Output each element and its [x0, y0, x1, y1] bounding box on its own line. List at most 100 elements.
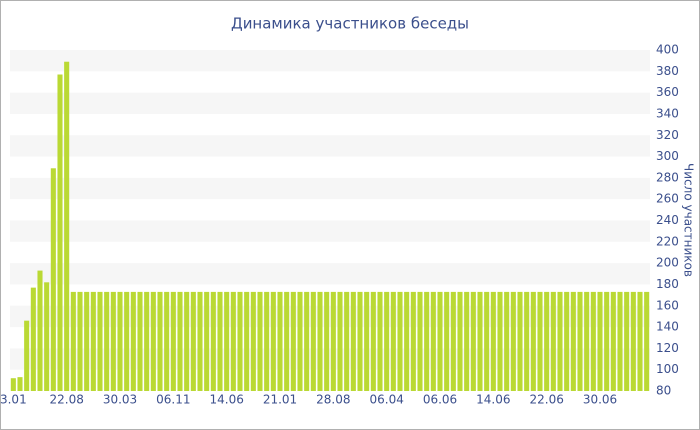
bar [24, 320, 30, 391]
bar [637, 291, 643, 391]
bar [437, 291, 443, 391]
y-tick-label: 120 [656, 341, 679, 355]
bar [584, 291, 590, 391]
x-tick-label: 30.03 [103, 393, 137, 407]
x-tick-label: 06.06 [423, 393, 457, 407]
bar [490, 291, 496, 391]
bar [337, 291, 343, 391]
x-tick-label: 30.06 [583, 393, 617, 407]
x-tick-label: 14.06 [476, 393, 510, 407]
grid-band [10, 220, 650, 242]
x-tick-label: 06.11 [156, 393, 190, 407]
bar [404, 291, 410, 391]
bar [17, 377, 23, 391]
bar [530, 291, 536, 391]
bar [597, 291, 603, 391]
bar [64, 61, 70, 392]
bar [204, 291, 210, 391]
bar [417, 291, 423, 391]
bar [610, 291, 616, 391]
bar [390, 291, 396, 391]
bar [30, 287, 36, 391]
y-tick-label: 200 [656, 256, 679, 270]
bar [290, 291, 296, 391]
bar [244, 291, 250, 391]
y-axis-label: Число участников [682, 163, 696, 277]
bar [150, 291, 156, 391]
bar [330, 291, 336, 391]
bar [317, 291, 323, 391]
bar [264, 291, 270, 391]
bar [550, 291, 556, 391]
bar [544, 291, 550, 391]
x-tick-label: 14.06 [209, 393, 243, 407]
y-tick-label: 80 [656, 384, 671, 398]
bar [217, 291, 223, 391]
bar [77, 291, 83, 391]
bar [557, 291, 563, 391]
bar [44, 282, 50, 391]
bar [104, 291, 110, 391]
bar [497, 291, 503, 391]
bar [297, 291, 303, 391]
bar [524, 291, 530, 391]
bar [444, 291, 450, 391]
bar [644, 291, 650, 391]
bar [624, 291, 630, 391]
bar [37, 270, 43, 391]
bar [117, 291, 123, 391]
bar [144, 291, 150, 391]
y-tick-label: 260 [656, 192, 679, 206]
bar [230, 291, 236, 391]
y-tick-label: 220 [656, 234, 679, 248]
grid-band [10, 348, 650, 370]
x-tick-label: 21.01 [263, 393, 297, 407]
bar [237, 291, 243, 391]
bar [537, 291, 543, 391]
x-tick-label: 28.08 [316, 393, 350, 407]
bar [124, 291, 130, 391]
bar [97, 291, 103, 391]
grid-band [10, 305, 650, 328]
bar [397, 291, 403, 391]
bar [517, 291, 523, 391]
bar [277, 291, 283, 391]
y-tick-label: 360 [656, 85, 679, 99]
x-tick-label: 22.06 [529, 393, 563, 407]
bar [457, 291, 463, 391]
grid-band [10, 50, 650, 72]
bar [197, 291, 203, 391]
bar [477, 291, 483, 391]
bar [504, 291, 510, 391]
bar [130, 291, 136, 391]
grid-band [10, 92, 650, 114]
bar [384, 291, 390, 391]
y-tick-label: 100 [656, 362, 679, 376]
bar [424, 291, 430, 391]
bar [604, 291, 610, 391]
bar [324, 291, 330, 391]
y-tick-label: 300 [656, 149, 679, 163]
y-tick-label: 340 [656, 106, 679, 120]
bar [50, 168, 56, 391]
bar [224, 291, 230, 391]
bar [430, 291, 436, 391]
bar [284, 291, 290, 391]
grid-band [10, 177, 650, 200]
grid-band [10, 135, 650, 157]
y-tick-label: 160 [656, 298, 679, 312]
bar [370, 291, 376, 391]
x-tick-label: 22.08 [49, 393, 83, 407]
y-tick-label: 400 [656, 43, 679, 57]
bar [590, 291, 596, 391]
bar [350, 291, 356, 391]
bar [377, 291, 383, 391]
y-tick-label: 180 [656, 277, 679, 291]
bar [57, 74, 63, 392]
bar [137, 291, 143, 391]
y-tick-label: 280 [656, 170, 679, 184]
bar [364, 291, 370, 391]
bar [184, 291, 190, 391]
bar [157, 291, 163, 391]
